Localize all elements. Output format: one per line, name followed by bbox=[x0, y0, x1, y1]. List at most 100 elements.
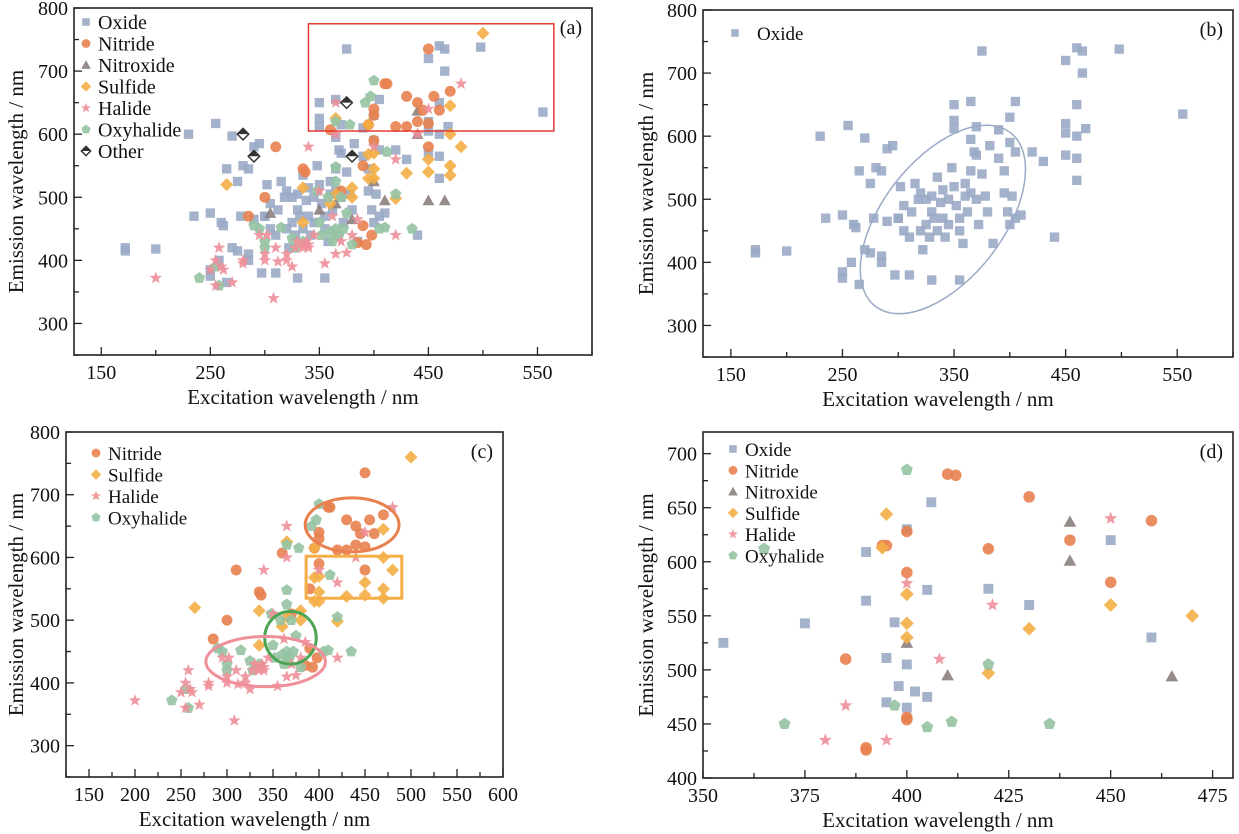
point-oxide bbox=[1178, 109, 1188, 119]
point-halide bbox=[179, 676, 192, 689]
legend-label: Oxyhalide bbox=[745, 547, 824, 568]
point-oxide bbox=[860, 133, 870, 143]
point-oxide bbox=[932, 226, 942, 236]
point-sulfide bbox=[220, 178, 234, 192]
point-oxide bbox=[1049, 232, 1060, 242]
point-sulfide bbox=[252, 638, 266, 652]
x-tick-label: 350 bbox=[258, 784, 288, 806]
y-axis-title: Emission wavelength / nm bbox=[4, 493, 28, 716]
point-sulfide bbox=[443, 168, 457, 182]
point-other bbox=[339, 95, 354, 110]
y-tick-label: 300 bbox=[38, 313, 68, 335]
point-oxide bbox=[860, 245, 870, 255]
point-oxide bbox=[371, 189, 381, 199]
point-halide bbox=[253, 228, 266, 241]
point-oxide bbox=[918, 245, 928, 255]
y-axis-title: Emission wavelength / nm bbox=[634, 72, 658, 295]
legend-item-nitride: Nitride bbox=[728, 461, 799, 482]
point-halide bbox=[262, 651, 275, 664]
point-oxyhalide bbox=[193, 272, 206, 283]
point-oxide bbox=[999, 166, 1009, 176]
legend-label: Nitroxide bbox=[745, 483, 818, 504]
point-halide bbox=[222, 651, 236, 664]
point-oxide bbox=[854, 166, 864, 176]
point-oxyhalide bbox=[346, 238, 358, 250]
point-oxide bbox=[718, 637, 729, 648]
point-oxide bbox=[861, 595, 872, 606]
x-tick-label: 450 bbox=[1096, 785, 1126, 807]
point-nitride bbox=[207, 633, 219, 645]
point-nitroxide bbox=[378, 194, 391, 206]
point-oxide bbox=[276, 176, 286, 187]
point-halide bbox=[248, 657, 261, 670]
point-oxide bbox=[434, 41, 445, 51]
x-tick-label: 350 bbox=[688, 785, 718, 807]
point-halide bbox=[204, 263, 217, 276]
point-oxide bbox=[924, 232, 935, 242]
legend-label: Nitride bbox=[745, 461, 799, 482]
point-oxide bbox=[1005, 112, 1015, 122]
legend-marker-other bbox=[80, 145, 92, 157]
point-oxyhalide bbox=[326, 235, 339, 247]
point-halide bbox=[985, 598, 999, 611]
point-nitride bbox=[368, 103, 380, 115]
point-oxide bbox=[336, 148, 346, 158]
point-other bbox=[236, 127, 250, 141]
y-tick-label: 400 bbox=[667, 768, 697, 790]
y-tick-label: 400 bbox=[30, 673, 60, 695]
panel-label: (b) bbox=[1200, 19, 1223, 41]
point-sulfide bbox=[1022, 621, 1037, 636]
point-oxide bbox=[151, 244, 161, 254]
legend-label: Sulfide bbox=[108, 466, 163, 487]
point-other bbox=[345, 149, 359, 164]
point-halide bbox=[358, 525, 372, 538]
y-tick-label: 700 bbox=[38, 61, 68, 83]
point-oxide bbox=[821, 213, 831, 223]
legend-label: Halide bbox=[745, 525, 796, 546]
point-sulfide bbox=[252, 604, 266, 618]
point-oxide bbox=[938, 185, 948, 195]
point-sulfide bbox=[386, 563, 400, 577]
point-oxide bbox=[966, 96, 976, 107]
point-nitride bbox=[412, 116, 423, 128]
point-oxide bbox=[960, 178, 970, 189]
point-halide bbox=[280, 519, 293, 532]
point-halide bbox=[182, 663, 195, 676]
point-oxyhalide bbox=[921, 720, 934, 733]
point-nitroxide bbox=[438, 194, 451, 206]
legend-label: Nitride bbox=[98, 34, 155, 56]
plot-frame bbox=[702, 431, 1234, 779]
point-oxide bbox=[265, 224, 275, 234]
point-oxide bbox=[958, 238, 968, 249]
point-sulfide bbox=[358, 576, 372, 590]
x-tick-label: 250 bbox=[195, 362, 225, 384]
legend-marker-sulfide bbox=[80, 81, 92, 92]
point-oxide bbox=[876, 257, 887, 268]
point-oxide bbox=[949, 115, 959, 126]
y-tick-label: 600 bbox=[667, 552, 697, 574]
point-oxide bbox=[314, 97, 325, 108]
point-halide bbox=[367, 140, 381, 153]
point-halide bbox=[215, 260, 228, 272]
x-tick-label: 475 bbox=[1198, 785, 1228, 807]
point-oxide bbox=[236, 211, 246, 221]
legend-item-nitride: Nitride bbox=[91, 444, 162, 465]
point-oxide bbox=[211, 118, 221, 129]
point-oxide bbox=[927, 191, 937, 201]
point-oxide bbox=[982, 207, 993, 217]
point-oxide bbox=[935, 197, 946, 208]
point-halide bbox=[255, 657, 269, 670]
panel-a: 150 250 350 450 550 300 400 500 600 700 800 Excitat… bbox=[4, 0, 593, 409]
point-sulfide bbox=[899, 587, 914, 602]
panel-c: 150 200 250 300 350 400 450 500 550 600 300 400 500 6… bbox=[4, 422, 518, 831]
point-halide bbox=[329, 96, 342, 108]
point-halide bbox=[212, 241, 226, 253]
point-oxyhalide bbox=[381, 145, 393, 157]
point-nitride bbox=[401, 121, 413, 133]
point-oxide bbox=[910, 686, 920, 697]
legend-label: Halide bbox=[108, 487, 159, 508]
point-sulfide bbox=[188, 601, 202, 615]
point-oxide bbox=[977, 46, 987, 56]
point-oxide bbox=[120, 243, 130, 253]
point-halide bbox=[340, 246, 353, 259]
